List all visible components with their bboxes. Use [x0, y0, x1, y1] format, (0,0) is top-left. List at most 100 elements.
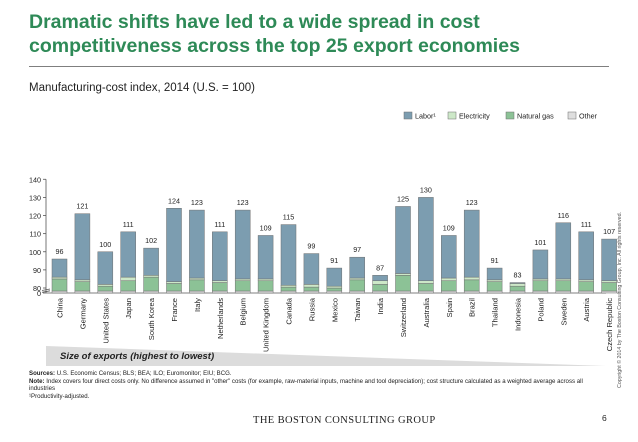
bar-segment-other	[326, 290, 343, 294]
legend-swatch	[447, 111, 457, 120]
bar-segment-labor	[372, 275, 388, 282]
bar-segment-labor	[509, 282, 526, 284]
bar-segment-other	[555, 290, 572, 294]
title-divider	[29, 66, 609, 67]
bar-segment-naturalgas	[51, 278, 68, 292]
axis-break-mark	[41, 288, 51, 291]
legend-swatch	[567, 111, 577, 120]
bar-segment-electricity	[234, 278, 251, 282]
productivity-footnote: ¹Productivity-adjusted.	[29, 392, 90, 400]
bar-segment-other	[166, 290, 182, 294]
total-label: 123	[466, 198, 478, 207]
total-label: 87	[376, 263, 384, 272]
bar-segment-electricity	[441, 277, 457, 282]
bar-segment-other	[257, 290, 274, 294]
bar-segment-labor	[326, 267, 343, 287]
bar-segment-other	[74, 290, 91, 294]
bar-segment-naturalgas	[120, 280, 136, 292]
x-axis-labels: China Germany United States Japan South Kore…	[56, 297, 615, 352]
bar-segment-electricity	[555, 278, 572, 282]
total-label: 116	[558, 211, 569, 220]
bar-segment-other	[51, 290, 68, 294]
bar-segment-naturalgas	[303, 286, 320, 292]
axis-break-mark	[41, 290, 51, 293]
legend-label: Labor¹	[415, 112, 436, 121]
total-label: 96	[56, 247, 64, 256]
bar-segment-electricity	[280, 285, 297, 288]
bar-segment-naturalgas	[326, 287, 343, 292]
legend-swatch	[505, 111, 515, 120]
chart-subtitle: Manufacturing-cost index, 2014 (U.S. = 1…	[29, 82, 255, 94]
bar-segment-other	[509, 290, 526, 294]
y-tick-label: 110	[30, 230, 41, 239]
total-label: 130	[420, 185, 432, 194]
y-tick-label: 80	[33, 284, 41, 293]
category-label: Austria	[582, 297, 591, 321]
bar-segment-electricity	[189, 277, 205, 281]
bar-segment-labor	[166, 208, 182, 282]
bar-segment-labor	[349, 256, 365, 279]
bar-segment-other	[303, 290, 320, 294]
legend-label: Other	[579, 112, 598, 121]
total-label: 115	[283, 213, 294, 222]
bar-segment-naturalgas	[463, 279, 480, 292]
bar-segment-naturalgas	[74, 281, 91, 292]
bars	[51, 197, 617, 294]
bar-segment-other	[486, 290, 503, 294]
y-tick-label: 120	[29, 212, 41, 221]
bar-segment-electricity	[74, 279, 91, 282]
category-label: Brazil	[468, 298, 477, 317]
total-label: 121	[76, 202, 88, 211]
category-label: Indonesia	[514, 297, 523, 331]
total-label: 109	[260, 223, 272, 232]
note-text: Index covers four direct costs only. No …	[29, 377, 583, 393]
legend: Labor¹ Electricity Natural gas Other	[403, 111, 598, 121]
bar-segment-labor	[532, 249, 549, 280]
bar-segment-labor	[395, 206, 411, 274]
total-label: 91	[330, 256, 338, 265]
y-tick-label: 140	[29, 175, 41, 184]
bar-segment-other	[463, 290, 480, 294]
bar-segment-labor	[418, 197, 434, 282]
bar-segment-labor	[74, 213, 91, 281]
bar-segment-labor	[463, 209, 480, 278]
page-title: Dramatic shifts have led to a wide sprea…	[29, 11, 520, 57]
y-tick-label: 0	[37, 289, 41, 298]
category-label: Belgium	[239, 298, 248, 325]
category-label: Taiwan	[353, 298, 362, 322]
bar-segment-naturalgas	[257, 280, 274, 292]
bar-segment-labor	[601, 238, 617, 282]
total-label: 99	[307, 242, 315, 251]
bar-segment-electricity	[486, 279, 503, 282]
bar-segment-electricity	[143, 275, 159, 278]
category-label: Netherlands	[216, 298, 225, 339]
bar-segment-labor	[189, 209, 205, 279]
total-label: 111	[214, 220, 225, 229]
bar-segment-naturalgas	[441, 280, 457, 292]
bar-segment-naturalgas	[349, 279, 365, 292]
category-label: Switzerland	[399, 298, 408, 337]
total-label: 111	[123, 220, 134, 229]
bar-segment-other	[395, 290, 411, 294]
bar-segment-labor	[97, 251, 114, 285]
bar-segment-electricity	[372, 280, 388, 285]
total-label: 125	[397, 194, 409, 203]
bar-segment-electricity	[257, 278, 274, 282]
bar-segment-other	[601, 290, 617, 294]
page-number: 6	[602, 413, 607, 423]
total-label: 97	[353, 245, 361, 254]
bar-segment-electricity	[395, 273, 411, 276]
category-label: Japan	[124, 298, 133, 319]
legend-label: Natural gas	[517, 112, 554, 121]
bar-segment-other	[280, 290, 297, 294]
total-label: 111	[581, 220, 592, 229]
bar-segment-other	[578, 290, 594, 294]
bar-segment-naturalgas	[234, 280, 251, 292]
category-label: United States	[101, 298, 110, 344]
bar-segment-electricity	[601, 280, 617, 283]
bar-segment-electricity	[463, 276, 480, 281]
bar-segment-electricity	[212, 280, 228, 283]
category-label: China	[56, 297, 65, 318]
y-tick-label: 130	[29, 193, 41, 202]
